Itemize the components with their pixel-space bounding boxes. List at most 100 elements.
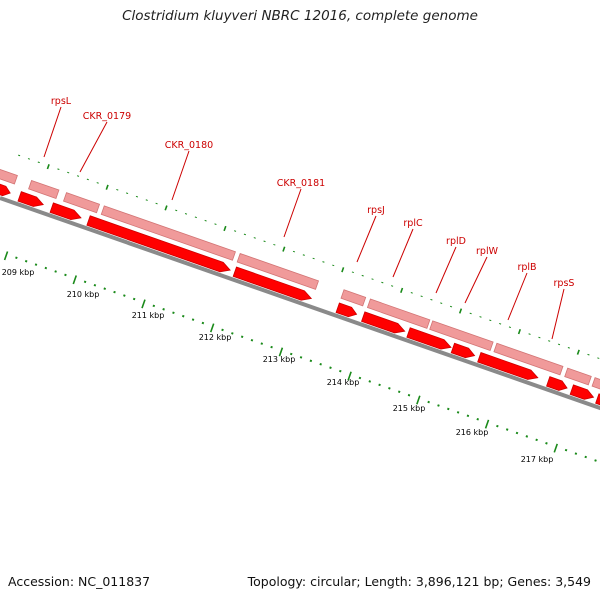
gene-label-rpss: rpsS — [554, 278, 575, 289]
gene-arrow — [0, 183, 11, 197]
position-label: 212 kbp — [199, 333, 232, 342]
inner-tick — [93, 283, 97, 287]
gene-leader-line — [507, 272, 528, 321]
gene-leader-line — [79, 121, 108, 173]
inner-tick — [83, 280, 87, 284]
gene-track — [0, 183, 600, 406]
outer-tick — [400, 287, 404, 293]
inner-tick — [564, 448, 568, 452]
map-title: Clostridium kluyveri NBRC 12016, complet… — [122, 8, 478, 24]
inner-tick — [270, 345, 273, 349]
inner-tick — [368, 380, 372, 383]
gene-label-rpld: rplD — [446, 236, 466, 247]
genome-backbone — [0, 196, 600, 411]
feature-block — [0, 168, 18, 185]
gene-arrow — [546, 376, 568, 391]
inner-tick — [416, 395, 421, 405]
inner-tick — [191, 318, 195, 321]
inner-tick — [466, 414, 470, 418]
inner-tick — [113, 290, 116, 294]
outer-tick — [164, 205, 168, 211]
outer-tick — [341, 267, 345, 273]
inner-tick — [553, 443, 559, 453]
outer-tick — [458, 308, 463, 314]
accession-text: Accession: NC_011837 — [8, 574, 151, 589]
backbone-line — [0, 196, 600, 411]
feature-block — [340, 289, 367, 307]
inner-tick — [181, 314, 185, 318]
position-label: 217 kbp — [521, 455, 554, 464]
gene-arrow — [17, 191, 44, 207]
inner-tick — [72, 275, 78, 285]
gene-leader-line — [283, 188, 302, 238]
position-label: 211 kbp — [132, 311, 165, 320]
inner-tick — [378, 383, 381, 387]
inner-tick — [319, 362, 322, 366]
inner-tick — [545, 442, 548, 445]
gene-leader-line — [43, 106, 62, 158]
gene-arrow — [477, 352, 539, 380]
inner-tick — [34, 263, 38, 266]
gene-label-rpsj: rpsJ — [367, 205, 385, 216]
inner-tick — [201, 321, 205, 325]
gene-leader-line — [171, 150, 190, 201]
gene-label-ckr_0181: CKR_0181 — [277, 178, 325, 189]
inner-tick — [3, 251, 9, 261]
inner-tick — [447, 407, 450, 411]
gene-leader-line — [392, 228, 414, 278]
gene-label-rpsl: rpsL — [51, 96, 72, 107]
inner-tick — [15, 256, 18, 260]
outer-tick-track — [18, 154, 600, 359]
gene-label-ckr_0180: CKR_0180 — [165, 140, 213, 151]
inner-tick — [172, 311, 175, 315]
inner-tick — [358, 376, 362, 380]
feature-block — [429, 320, 494, 351]
inner-tick — [584, 455, 587, 459]
inner-tick — [162, 308, 165, 311]
inner-tick — [515, 431, 519, 435]
gene-arrow — [49, 202, 82, 221]
inner-tick — [221, 328, 224, 332]
outer-tick — [282, 246, 286, 252]
position-label: 209 kbp — [2, 268, 35, 277]
gene-label-ckr_0179: CKR_0179 — [83, 111, 131, 122]
gene-leader-line — [551, 288, 565, 340]
inner-tick — [388, 387, 391, 390]
feature-block — [236, 252, 320, 290]
inner-tick — [437, 404, 440, 407]
inner-tick — [44, 266, 48, 270]
feature-track — [0, 168, 600, 390]
gene-arrow — [406, 327, 452, 350]
gene-label-rplw: rplW — [476, 246, 499, 257]
feature-block — [366, 298, 431, 329]
gene-arrow — [86, 215, 231, 273]
inner-tick — [407, 393, 411, 397]
gene-arrow — [361, 311, 406, 334]
inner-tick — [54, 270, 57, 273]
gene-leader-line — [435, 246, 457, 294]
genome-summary-text: Topology: circular; Length: 3,896,121 bp… — [247, 574, 591, 589]
position-label: 216 kbp — [456, 428, 489, 437]
gene-arrow — [450, 342, 476, 359]
inner-tick — [103, 287, 106, 290]
position-label: 213 kbp — [263, 355, 296, 364]
outer-tick — [46, 164, 50, 170]
gene-arrow — [335, 302, 358, 318]
gene-label-rplc: rplC — [403, 218, 423, 229]
position-label: 210 kbp — [67, 290, 100, 299]
gene-labels: rpsL CKR_0179 CKR_0180 CKR_0181 rpsJ rplC rplD… — [43, 96, 575, 340]
inner-tick — [64, 273, 67, 277]
feature-block — [493, 342, 564, 376]
inner-tick — [278, 347, 284, 357]
inner-tick — [496, 424, 499, 428]
gene-label-rplb: rplB — [517, 262, 536, 273]
gene-arrow — [595, 393, 600, 406]
inner-tick — [141, 299, 146, 309]
inner-tick — [152, 304, 156, 308]
inner-tick — [505, 428, 509, 431]
outer-tick — [576, 349, 580, 355]
inner-tick — [250, 338, 254, 342]
inner-tick — [123, 294, 126, 297]
gene-arrow — [569, 384, 595, 400]
